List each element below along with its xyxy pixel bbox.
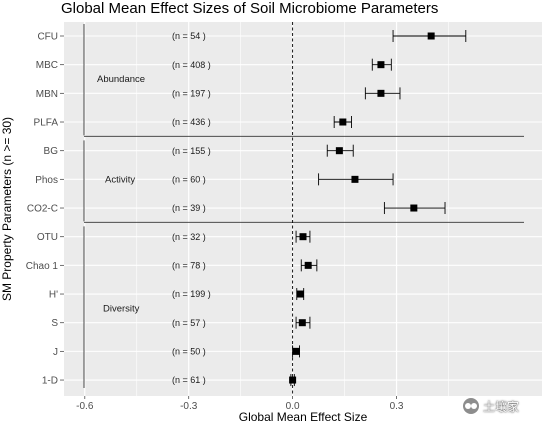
category-labels: CFU MBC MBN PLFA BG Phos CO2-C OTU Chao 1 H' S J 1-D [26,32,64,387]
effect-marker [339,118,347,126]
x-tick-label: -0.3 [180,401,198,412]
effect-marker [289,376,297,384]
sample-size-label: (n = 32 ) [172,232,206,242]
effect-marker [377,89,385,97]
category-label: OTU [37,232,58,243]
grid-lines [64,22,542,396]
plot-panel [64,22,542,396]
category-label: Phos [35,175,58,186]
watermark: 土壤家 [463,395,543,417]
category-label: 1-D [42,376,58,387]
sample-size-label: (n = 39 ) [172,203,206,213]
sample-size-label: (n = 78 ) [172,261,206,271]
sample-size-label: (n = 155 ) [172,146,211,156]
category-label: CO2-C [27,204,58,215]
effect-marker [298,319,306,327]
sample-size-label: (n = 60 ) [172,175,206,185]
effect-markers [289,32,435,384]
x-tick-label: -0.6 [76,401,94,412]
sample-size-label: (n = 408 ) [172,60,211,70]
effect-marker [377,61,385,69]
y-axis-title: SM Property Parameters (n >= 30) [0,117,14,301]
effect-marker [427,32,435,40]
sample-size-label: (n = 54 ) [172,31,206,41]
category-label: PLFA [34,118,59,129]
category-label: MBC [36,60,58,71]
sample-size-labels: (n = 54 ) (n = 408 ) (n = 197 ) (n = 436 ) (… [172,31,211,385]
effect-marker [299,233,307,241]
sample-size-label: (n = 199 ) [172,289,211,299]
watermark-text: 土壤家 [483,399,520,414]
x-axis-ticks: -0.6 -0.3 0.0 0.3 [76,396,404,412]
category-label: BG [44,146,59,157]
sample-size-label: (n = 57 ) [172,318,206,328]
sample-size-label: (n = 50 ) [172,347,206,357]
group-label: Activity [105,174,135,185]
effect-marker [304,261,312,269]
group-label: Diversity [103,303,140,314]
group-labels: Abundance Activity Diversity [97,74,145,314]
x-axis-title: Global Mean Effect Size [239,410,368,424]
wechat-logo-icon [463,398,479,414]
category-label: H' [49,290,58,301]
x-tick-label: 0.3 [390,401,404,412]
category-label: S [51,318,58,329]
category-label: MBN [36,89,58,100]
group-label: Abundance [97,74,145,85]
effect-marker [335,147,343,155]
effect-marker [410,204,418,212]
effect-marker [296,290,304,298]
category-label: Chao 1 [26,261,59,272]
group-separators [83,24,524,389]
effect-marker [351,175,359,183]
chart-title: Global Mean Effect Sizes of Soil Microbi… [61,0,438,17]
effect-marker [292,347,300,355]
x-tick-label: 0.0 [286,401,300,412]
category-label: J [53,347,58,358]
sample-size-label: (n = 436 ) [172,117,211,127]
sample-size-label: (n = 61 ) [172,375,206,385]
category-label: CFU [37,32,58,43]
sample-size-label: (n = 197 ) [172,89,211,99]
